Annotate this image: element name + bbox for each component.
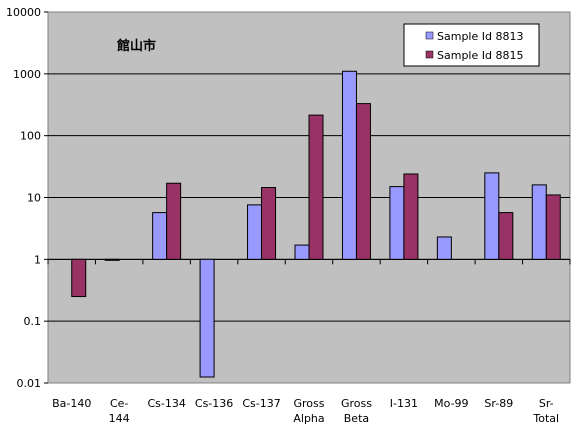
bar-cs-137-series-2 — [261, 187, 277, 260]
y-tick-label: 10 — [27, 192, 41, 205]
x-axis-ticks: Ba-140 Ce- 144 Cs-134 Cs-136 Cs-137 Gross Alpha… — [47, 259, 571, 425]
bar-i-131-series-1 — [389, 186, 405, 260]
x-tick-label: Ce- — [110, 397, 128, 410]
x-tick-label: Cs-137 — [242, 397, 280, 410]
y-tick-label: 10000 — [6, 6, 41, 19]
bars — [71, 70, 561, 378]
chart-title: 館山市 — [117, 38, 156, 54]
x-tick-label: Cs-134 — [147, 397, 185, 410]
x-tick-label: Cs-136 — [195, 397, 233, 410]
bar-sr-89-series-1 — [484, 172, 500, 260]
legend-swatch-8815 — [425, 50, 434, 59]
y-tick-label: 1000 — [13, 68, 41, 81]
x-tick-label: 144 — [109, 412, 130, 425]
bar-mo-99-series-1 — [436, 236, 452, 260]
bar-gross-alpha-series-1 — [294, 244, 310, 260]
x-tick-label: Total — [532, 412, 559, 425]
legend-swatch-8813 — [425, 31, 434, 40]
y-tick-label: 0.1 — [24, 315, 42, 328]
bar-gross-alpha-series-2 — [308, 114, 324, 260]
bar-cs-136-series-1 — [199, 258, 215, 378]
bar-cs-137-series-1 — [247, 204, 263, 260]
bar-sr-89-series-2 — [498, 212, 514, 260]
y-tick-label: 1 — [34, 253, 41, 266]
bar-i-131-series-2 — [403, 173, 419, 260]
bar-cs-134-series-2 — [166, 182, 182, 260]
x-tick-label: Mo-99 — [434, 397, 468, 410]
bar-gross-beta-series-2 — [355, 103, 371, 260]
x-tick-label: Gross — [294, 397, 325, 410]
bar-sr-total-series-1 — [531, 184, 547, 260]
bar-sr-total-series-2 — [545, 194, 561, 260]
bar-cs-134-series-1 — [152, 212, 168, 260]
bar-ba-140-series-2 — [71, 258, 87, 298]
x-tick-label: Gross — [341, 397, 372, 410]
x-tick-label: Ba-140 — [52, 397, 91, 410]
y-tick-label: 100 — [20, 130, 41, 143]
x-tick-label: I-131 — [390, 397, 418, 410]
legend-label-8813: Sample Id 8813 — [437, 30, 523, 43]
x-tick-label: Sr-89 — [484, 397, 513, 410]
x-tick-label: Sr- — [539, 397, 554, 410]
y-axis-ticks: 0.01 0.1 1 10 100 1000 10000 — [6, 6, 48, 390]
x-tick-label: Alpha — [293, 412, 324, 425]
x-tick-label: Beta — [344, 412, 369, 425]
bar-gross-beta-series-1 — [341, 70, 357, 260]
bar-ce-144-series-1 — [104, 258, 120, 261]
y-tick-label: 0.01 — [17, 377, 42, 390]
legend: Sample Id 8813 Sample Id 8815 — [403, 23, 540, 67]
legend-label-8815: Sample Id 8815 — [437, 49, 523, 62]
